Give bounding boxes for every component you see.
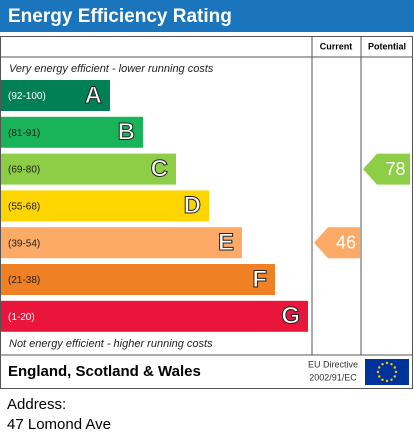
- top-note: Very energy efficient - lower running co…: [9, 63, 214, 75]
- directive: 2002/91/EC: [309, 372, 357, 382]
- star: [393, 366, 396, 369]
- star: [385, 361, 389, 365]
- star: [390, 378, 393, 381]
- star: [394, 370, 398, 374]
- band-letter: A: [85, 82, 102, 109]
- band-range: (92-100): [8, 91, 46, 102]
- band-bar: [1, 190, 209, 222]
- star: [378, 366, 381, 369]
- band-range: (39-54): [8, 238, 40, 249]
- eu-flag: [365, 359, 409, 385]
- band-bar: [1, 264, 275, 295]
- rating-arrow: [314, 227, 360, 259]
- title: Energy Efficiency Rating: [8, 6, 232, 27]
- star: [390, 363, 393, 366]
- frame: [0, 36, 413, 389]
- band-bar: [1, 227, 242, 259]
- band-letter: E: [218, 229, 234, 256]
- band-letter: D: [184, 192, 201, 219]
- star: [376, 370, 380, 374]
- band-range: (69-80): [8, 165, 40, 176]
- star: [385, 379, 389, 383]
- address-value: 47 Lomond Ave: [7, 416, 111, 433]
- address-label: Address:: [7, 396, 66, 413]
- band-range: (1-20): [8, 312, 35, 323]
- band-letter: G: [281, 303, 300, 330]
- band-letter: F: [252, 266, 267, 293]
- rating-value: 78: [385, 159, 405, 179]
- band-range: (21-38): [8, 275, 40, 286]
- directive: EU Directive: [308, 359, 358, 369]
- star: [381, 363, 384, 366]
- star: [378, 375, 381, 378]
- col-header: Potential: [368, 41, 406, 51]
- star: [381, 378, 384, 381]
- band-bar: [1, 80, 110, 111]
- header-bar: [0, 0, 414, 32]
- rating-arrow: [363, 153, 410, 185]
- col-header: Current: [320, 41, 353, 51]
- star: [393, 375, 396, 378]
- band-range: (81-91): [8, 128, 40, 139]
- band-letter: B: [118, 119, 135, 146]
- bottom-note: Not energy efficient - higher running co…: [9, 338, 213, 350]
- band-letter: C: [151, 155, 168, 182]
- band-bar: [1, 300, 308, 332]
- rating-value: 46: [336, 232, 356, 252]
- band-range: (55-68): [8, 202, 40, 213]
- region: England, Scotland & Wales: [8, 363, 201, 380]
- band-bar: [1, 116, 143, 148]
- band-bar: [1, 153, 176, 185]
